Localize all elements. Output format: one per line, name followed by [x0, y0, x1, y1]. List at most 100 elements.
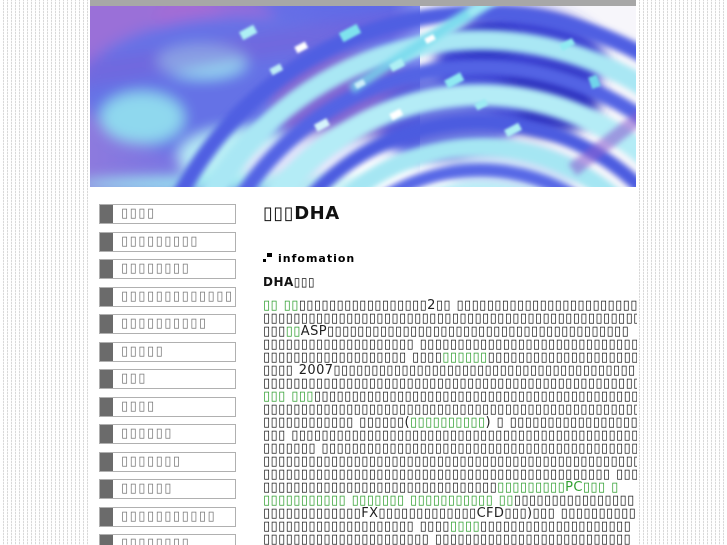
sidebar-item-label: ▯▯▯▯▯▯▯▯▯▯▯▯▯	[121, 288, 234, 304]
bullet-square-icon	[100, 480, 113, 498]
body-text-segment: ASP▯▯▯▯▯▯▯▯▯▯▯▯▯▯▯▯▯▯▯▯▯▯▯▯▯▯▯▯▯▯▯▯▯▯▯▯▯…	[300, 325, 630, 338]
sidebar-item-label: ▯▯▯▯	[121, 398, 156, 414]
sidebar-item-label: ▯▯▯▯▯▯▯▯▯▯▯	[121, 508, 217, 524]
body-text-segment: ▯▯▯▯▯▯▯▯▯▯▯▯▯▯▯▯▯▯▯▯▯▯▯▯▯▯▯▯▯▯▯▯▯▯▯▯▯▯▯▯…	[263, 312, 637, 325]
sidebar-item[interactable]: ▯▯▯▯	[99, 396, 236, 417]
inline-text-link[interactable]: ▯▯ ▯▯	[263, 299, 299, 312]
inline-text-link[interactable]: ▯▯▯▯	[449, 520, 481, 533]
body-text-segment: ▯▯▯▯▯▯▯ ▯▯▯▯▯▯▯▯▯▯▯▯▯▯▯▯▯▯▯▯▯▯▯▯▯▯▯▯▯▯▯▯…	[263, 442, 637, 455]
info-heading-row: infomation	[263, 251, 637, 265]
sidebar-item[interactable]: ▯▯▯▯▯▯▯▯▯▯▯▯▯	[99, 286, 236, 307]
body-text-line: ▯▯▯▯▯▯▯▯▯▯▯▯▯▯▯▯▯▯▯ ▯▯▯▯▯▯▯▯▯▯▯▯▯▯▯▯▯▯▯▯…	[263, 351, 637, 364]
body-text-segment: ▯▯▯▯▯▯▯▯▯▯▯▯▯▯▯▯▯▯▯▯▯▯▯▯▯▯▯▯▯▯▯▯▯▯▯▯▯▯▯▯…	[263, 377, 637, 390]
bullet-square-icon	[100, 507, 113, 526]
hero-banner-image	[90, 6, 636, 187]
body-text-line: ▯▯▯▯▯▯▯▯▯▯▯▯▯▯▯▯▯▯▯▯▯▯▯▯▯▯▯▯▯▯▯▯▯▯▯▯▯▯▯▯…	[263, 455, 637, 468]
body-text-line: ▯▯▯▯▯▯▯ ▯▯▯▯▯▯▯▯▯▯▯▯▯▯▯▯▯▯▯▯▯▯▯▯▯▯▯▯▯▯▯▯…	[263, 442, 637, 455]
sidebar-menu: ▯▯▯▯ ▯▯▯▯▯▯▯▯▯ ▯▯▯▯▯▯▯▯ ▯▯▯▯▯▯▯▯▯▯▯▯▯ ▯▯▯▯▯▯…	[99, 204, 236, 545]
body-text-segment: ▯▯▯▯▯▯▯▯▯▯▯▯▯▯▯▯▯▯▯▯▯▯▯▯▯▯▯▯▯▯▯▯▯▯▯▯▯▯▯▯…	[263, 468, 637, 481]
inline-text-link[interactable]: ▯▯▯▯▯▯▯▯▯▯	[409, 416, 486, 429]
bullet-square-icon	[100, 260, 113, 278]
body-text-segment: ▯▯▯▯▯▯▯▯▯▯▯▯▯▯▯▯▯▯▯▯▯▯▯▯▯▯▯▯▯▯▯	[263, 481, 498, 494]
body-text-segment: ▯▯▯▯▯▯▯▯▯▯▯▯▯▯▯▯▯▯▯▯	[487, 351, 637, 364]
sidebar-item-label: ▯▯▯▯▯▯	[121, 426, 173, 441]
sidebar-item[interactable]: ▯▯▯▯▯▯▯▯	[99, 259, 236, 279]
body-text-line: ▯▯▯ ▯▯▯▯▯▯▯▯▯▯▯▯▯▯▯▯▯▯▯▯▯▯▯▯▯▯▯▯▯▯▯▯▯▯▯▯…	[263, 429, 637, 442]
body-text-line: ▯▯▯▯▯▯▯▯▯▯▯ ▯▯▯▯▯▯▯ ▯▯▯▯▯▯▯▯▯▯▯ ▯▯▯▯▯▯▯▯…	[263, 494, 637, 507]
sidebar-item-label: ▯▯▯▯	[121, 206, 156, 221]
body-text-line: ▯▯▯▯▯▯▯▯▯▯▯▯ ▯▯▯▯▯▯(▯▯▯▯▯▯▯▯▯▯) ▯ ▯▯▯▯▯▯…	[263, 416, 637, 429]
body-text-segment: ▯▯▯▯▯▯▯▯▯▯▯▯▯▯▯▯▯▯▯▯ ▯▯▯▯▯▯▯▯▯▯▯▯▯▯▯▯▯▯▯…	[263, 338, 637, 351]
body-text-line: ▯▯ ▯▯▯▯▯▯▯▯▯▯▯▯▯▯▯▯▯▯▯2▯▯ ▯▯▯▯▯▯▯▯▯▯▯▯▯▯…	[263, 299, 637, 312]
inline-text-link[interactable]: ▯▯▯ ▯▯▯	[263, 390, 314, 403]
bullet-square-icon	[100, 287, 113, 306]
sidebar-item[interactable]: ▯▯▯▯▯	[99, 341, 236, 362]
body-text-segment: ▯▯▯▯▯▯▯▯▯▯▯▯▯▯▯▯▯▯▯▯	[480, 520, 632, 533]
sidebar-item[interactable]: ▯▯▯▯▯▯	[99, 479, 236, 499]
sidebar-item-label: ▯▯▯▯▯▯▯▯▯	[121, 233, 199, 249]
page-title: ▯▯▯DHA	[263, 203, 340, 224]
body-text-line: ▯▯▯▯▯ASP▯▯▯▯▯▯▯▯▯▯▯▯▯▯▯▯▯▯▯▯▯▯▯▯▯▯▯▯▯▯▯▯…	[263, 325, 637, 338]
main-content: ▯▯▯DHA infomation DHA▯▯▯ ▯▯ ▯▯▯▯▯▯▯▯▯▯▯▯…	[263, 0, 637, 545]
body-text-segment: ▯▯▯▯▯▯▯▯▯▯▯▯▯▯▯▯▯2▯▯ ▯▯▯▯▯▯▯▯▯▯▯▯▯▯▯▯▯▯▯…	[298, 299, 637, 312]
bullet-square-icon	[100, 535, 113, 545]
bullet-squares-icon	[263, 253, 272, 263]
body-text-segment: ▯▯▯▯▯▯▯▯▯▯▯▯▯▯▯▯▯▯▯▯▯▯▯▯▯▯▯▯▯▯▯▯▯▯▯▯▯▯▯▯…	[313, 390, 637, 403]
sidebar-item[interactable]: ▯▯▯▯▯▯▯▯▯▯	[99, 314, 236, 334]
body-text-line: ▯▯▯▯▯▯▯▯▯▯▯▯▯▯▯▯▯▯▯▯▯▯▯▯▯▯▯▯▯▯▯▯▯▯▯▯▯▯▯▯…	[263, 468, 637, 481]
sidebar-item[interactable]: ▯▯▯	[99, 369, 236, 389]
sidebar-item-label: ▯▯▯▯▯▯▯	[121, 453, 182, 469]
sidebar-item[interactable]: ▯▯▯▯▯▯▯▯▯	[99, 231, 236, 252]
sidebar-item[interactable]: ▯▯▯▯▯▯▯▯▯▯▯	[99, 506, 236, 527]
body-text-segment: ▯▯▯▯▯▯▯▯▯▯▯▯▯▯▯▯▯▯▯▯▯▯▯▯▯▯▯▯▯▯▯▯▯▯▯▯▯▯▯▯…	[263, 455, 637, 468]
body-text-segment: ▯▯▯▯▯▯▯▯▯▯▯▯▯▯▯▯▯▯▯▯▯▯ ▯▯▯▯▯▯▯▯▯▯▯▯▯▯▯▯▯…	[263, 533, 632, 545]
body-text-segment: ▯▯▯▯▯▯▯▯▯▯▯▯▯▯▯▯▯▯▯ ▯▯▯▯	[263, 351, 443, 364]
inline-text-link[interactable]: ▯▯▯▯▯▯▯▯▯PC▯▯▯ ▯	[497, 481, 619, 494]
body-text-segment: ▯▯▯▯▯▯▯▯▯▯▯▯▯▯▯▯ ▯	[513, 494, 637, 507]
body-text-line: ▯▯▯▯▯▯▯▯▯▯▯▯▯FX▯▯▯▯▯▯▯▯▯▯▯▯▯CFD▯▯▯)▯▯▯ ▯…	[263, 507, 637, 520]
body-text-line: ▯▯▯▯▯▯▯▯▯▯▯▯▯▯▯▯▯▯▯▯ ▯▯▯▯▯▯▯▯▯▯▯▯▯▯▯▯▯▯▯…	[263, 338, 637, 351]
inline-text-link[interactable]: ▯▯▯▯▯▯▯▯▯▯▯ ▯▯▯▯▯▯▯ ▯▯▯▯▯▯▯▯▯▯▯ ▯▯	[263, 494, 514, 507]
content-wrapper: ▯▯▯▯ ▯▯▯▯▯▯▯▯▯ ▯▯▯▯▯▯▯▯ ▯▯▯▯▯▯▯▯▯▯▯▯▯ ▯▯▯▯▯▯…	[90, 0, 637, 545]
sidebar-item-label: ▯▯▯▯▯	[121, 343, 165, 359]
body-text-segment: ) ▯ ▯▯▯▯▯▯▯▯▯▯▯▯▯▯▯▯▯▯▯	[485, 416, 637, 429]
sidebar-item-label: ▯▯▯	[121, 371, 147, 386]
body-text-segment: ▯▯▯▯▯▯▯▯▯▯▯▯ ▯▯▯▯▯▯(	[263, 416, 410, 429]
sidebar-item[interactable]: ▯▯▯▯▯▯	[99, 424, 236, 444]
body-text-line: ▯▯▯▯▯▯▯▯▯▯▯▯▯▯▯▯▯▯▯▯▯▯ ▯▯▯▯▯▯▯▯▯▯▯▯▯▯▯▯▯…	[263, 533, 637, 545]
sidebar-item[interactable]: ▯▯▯▯▯▯▯	[99, 451, 236, 472]
body-text-segment: ▯▯▯▯ 2007▯▯▯▯▯▯▯▯▯▯▯▯▯▯▯▯▯▯▯▯▯▯▯▯▯▯▯▯▯▯▯…	[263, 364, 636, 377]
body-text-segment: ▯▯▯ ▯▯▯▯▯▯▯▯▯▯▯▯▯▯▯▯▯▯▯▯▯▯▯▯▯▯▯▯▯▯▯▯▯▯▯▯…	[263, 429, 637, 442]
bullet-square-icon	[100, 397, 113, 416]
body-text-segment: ▯▯▯▯▯▯▯▯▯▯▯▯▯▯▯▯▯▯▯▯▯▯▯▯▯▯▯▯▯▯▯▯▯▯▯▯▯▯▯▯…	[263, 403, 637, 416]
body-text-segment: ▯▯▯	[263, 325, 286, 338]
bullet-square-icon	[100, 342, 113, 361]
body-text-segment: ▯▯▯▯▯▯▯▯▯▯▯▯▯▯▯▯▯▯▯▯ ▯▯▯▯	[263, 520, 450, 533]
body-text-line: ▯▯▯▯▯▯▯▯▯▯▯▯▯▯▯▯▯▯▯▯▯▯▯▯▯▯▯▯▯▯▯▯▯▯▯▯▯▯▯▯…	[263, 377, 637, 390]
body-text-line: ▯▯▯▯▯▯▯▯▯▯▯▯▯▯▯▯▯▯▯▯▯▯▯▯▯▯▯▯▯▯▯▯▯▯▯▯▯▯▯▯…	[263, 403, 637, 416]
top-gray-bar	[90, 0, 636, 6]
bullet-square-icon	[100, 370, 113, 388]
bullet-square-icon	[100, 232, 113, 251]
inline-text-link[interactable]: ▯▯▯▯▯▯	[442, 351, 488, 364]
bullet-square-icon	[100, 452, 113, 471]
body-text-line: ▯▯▯▯▯▯▯▯▯▯▯▯▯▯▯▯▯▯▯▯ ▯▯▯▯▯▯▯▯▯▯▯▯▯▯▯▯▯▯▯…	[263, 520, 637, 533]
article-subheading: DHA▯▯▯	[263, 275, 316, 289]
body-text-line: ▯▯▯▯▯▯▯▯▯▯▯▯▯▯▯▯▯▯▯▯▯▯▯▯▯▯▯▯▯▯▯▯▯▯▯▯▯▯▯▯…	[263, 481, 637, 494]
body-text-line: ▯▯▯ ▯▯▯▯▯▯▯▯▯▯▯▯▯▯▯▯▯▯▯▯▯▯▯▯▯▯▯▯▯▯▯▯▯▯▯▯…	[263, 390, 637, 403]
sidebar-item-label: ▯▯▯▯▯▯▯▯▯▯	[121, 316, 208, 331]
body-text-line: ▯▯▯▯▯▯▯▯▯▯▯▯▯▯▯▯▯▯▯▯▯▯▯▯▯▯▯▯▯▯▯▯▯▯▯▯▯▯▯▯…	[263, 312, 637, 325]
body-text-line: ▯▯▯▯ 2007▯▯▯▯▯▯▯▯▯▯▯▯▯▯▯▯▯▯▯▯▯▯▯▯▯▯▯▯▯▯▯…	[263, 364, 637, 377]
sidebar-item-label: ▯▯▯▯▯▯▯▯	[121, 261, 191, 276]
bullet-square-icon	[100, 315, 113, 333]
inline-text-link[interactable]: ▯▯	[285, 325, 301, 338]
article-body: ▯▯ ▯▯▯▯▯▯▯▯▯▯▯▯▯▯▯▯▯▯▯2▯▯ ▯▯▯▯▯▯▯▯▯▯▯▯▯▯…	[263, 299, 637, 545]
sidebar-item[interactable]: ▯▯▯▯	[99, 204, 236, 224]
sidebar-item-label: ▯▯▯▯▯▯▯▯	[121, 536, 191, 545]
bullet-square-icon	[100, 425, 113, 443]
body-text-segment: ▯▯▯▯▯▯▯▯▯▯▯▯▯FX▯▯▯▯▯▯▯▯▯▯▯▯▯CFD▯▯▯)▯▯▯ ▯…	[263, 507, 637, 520]
info-heading-label: infomation	[278, 251, 356, 265]
sidebar-item[interactable]: ▯▯▯▯▯▯▯▯	[99, 534, 236, 545]
sidebar-item-label: ▯▯▯▯▯▯	[121, 481, 173, 496]
